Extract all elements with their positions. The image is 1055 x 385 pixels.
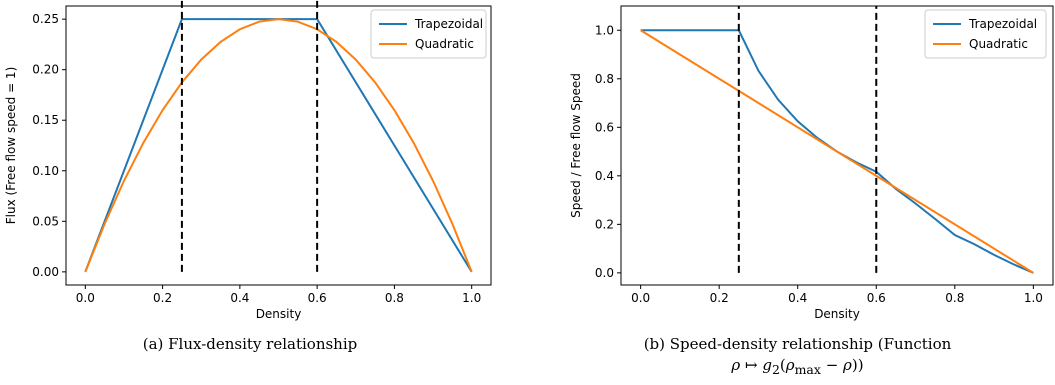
caption-math-max: max xyxy=(794,362,821,377)
y-tick-label: 1.0 xyxy=(595,23,614,37)
x-tick-label: 0.0 xyxy=(76,291,95,305)
x-tick-label: 0.8 xyxy=(385,291,404,305)
legend-label: Trapezoidal xyxy=(414,17,483,31)
caption-math-rho2: ρ xyxy=(843,356,852,374)
x-tick-label: 1.0 xyxy=(462,291,481,305)
series-line-quadratic xyxy=(640,29,1034,274)
x-tick-label: 1.0 xyxy=(1024,291,1043,305)
figure-speed-density: 0.0 0.2 0.4 0.6 0.8 1.0 0.0 0.2 0.4 0.6 0.8 1.0 Dens… xyxy=(540,0,1055,385)
x-tick-label: 0.2 xyxy=(710,291,729,305)
caption-math-prefix: ρ ↦ xyxy=(731,356,763,374)
legend-box xyxy=(924,9,1047,59)
caption-math-sub: 2 xyxy=(771,362,780,377)
x-tick-label: 0.6 xyxy=(867,291,886,305)
y-tick-label: 0.20 xyxy=(32,63,59,77)
series-line-quadratic xyxy=(84,18,473,273)
speed-density-chart: 0.0 0.2 0.4 0.6 0.8 1.0 0.0 0.2 0.4 0.6 0.8 1.0 Dens… xyxy=(569,5,1054,321)
x-tick-label: 0.4 xyxy=(788,291,807,305)
x-tick-label: 0.4 xyxy=(230,291,249,305)
y-tick-label: 0.00 xyxy=(32,265,59,279)
y-axis-label: Flux (Free flow speed = 1) xyxy=(4,67,18,225)
caption-math-rho1: ρ xyxy=(785,356,795,374)
caption-math-g: g xyxy=(762,356,772,374)
y-tick-label: 0.10 xyxy=(32,164,59,178)
y-tick-label: 0.6 xyxy=(595,120,614,134)
x-tick-label: 0.0 xyxy=(631,291,650,305)
x-tick-label: 0.8 xyxy=(945,291,964,305)
legend-label: Quadratic xyxy=(415,37,474,51)
legend-label: Trapezoidal xyxy=(968,17,1037,31)
y-tick-label: 0.4 xyxy=(595,169,614,183)
caption-a: (a) Flux-density relationship xyxy=(142,335,358,353)
caption-math-open: ( xyxy=(779,356,786,374)
caption-math-close: )) xyxy=(851,356,864,374)
plot-frame xyxy=(65,5,492,286)
caption-b-line1: (b) Speed-density relationship (Function xyxy=(643,335,952,353)
figure-flux-density: 0.0 0.2 0.4 0.6 0.8 1.0 0.00 0.05 0.10 0.15 0.20 0.… xyxy=(0,0,500,385)
x-tick-label: 0.2 xyxy=(153,291,172,305)
legend-box xyxy=(370,9,487,59)
y-tick-label: 0.0 xyxy=(595,266,614,280)
y-tick-label: 0.25 xyxy=(32,12,59,26)
y-tick-label: 0.05 xyxy=(32,214,59,228)
y-tick-label: 0.15 xyxy=(32,113,59,127)
legend-label: Quadratic xyxy=(969,37,1028,51)
caption-math-minus: − xyxy=(820,356,844,374)
x-axis-label: Density xyxy=(814,307,860,321)
plot-frame xyxy=(620,5,1054,286)
y-axis-label: Speed / Free flow Speed xyxy=(569,73,583,218)
flux-density-chart: 0.0 0.2 0.4 0.6 0.8 1.0 0.00 0.05 0.10 0.15 0.20 0.… xyxy=(4,0,492,321)
x-tick-label: 0.6 xyxy=(308,291,327,305)
series-line-trapezoidal xyxy=(84,18,473,273)
y-tick-label: 0.8 xyxy=(595,72,614,86)
y-tick-label: 0.2 xyxy=(595,217,614,231)
x-axis-label: Density xyxy=(256,307,302,321)
caption-b-line2: ρ ↦ g2(ρmax − ρ)) xyxy=(540,356,1055,377)
